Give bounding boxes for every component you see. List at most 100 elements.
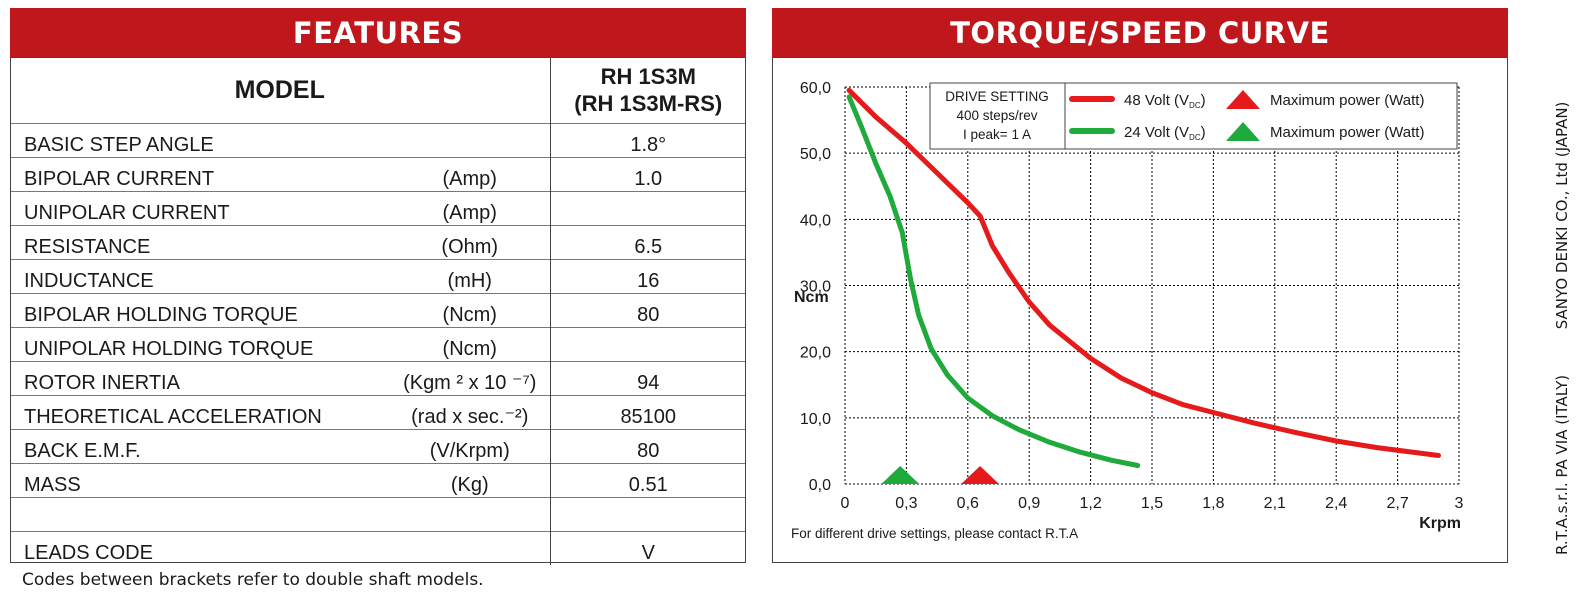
feature-label: BASIC STEP ANGLE — [10, 123, 390, 158]
model-value-1: RH 1S3M — [600, 64, 696, 89]
feature-unit: (rad x sec.⁻²) — [390, 395, 550, 430]
feature-value: 94 — [549, 361, 746, 396]
legend-label-main: 24 Volt (V — [1124, 124, 1189, 141]
feature-row: RESISTANCE (Ohm) 6.5 — [10, 225, 746, 260]
series-line-1 — [846, 94, 1141, 468]
feature-row: BIPOLAR CURRENT (Amp) 1.0 — [10, 157, 746, 192]
feature-unit: (Ohm) — [390, 225, 550, 260]
y-tick-label: 50,0 — [800, 146, 831, 163]
feature-label: LEADS CODE — [10, 531, 390, 565]
features-table: MODEL RH 1S3M (RH 1S3M-RS) BASIC STEP AN… — [10, 57, 746, 565]
y-tick-label: 40,0 — [800, 212, 831, 229]
feature-row: BIPOLAR HOLDING TORQUE (Ncm) 80 — [10, 293, 746, 328]
feature-row: UNIPOLAR HOLDING TORQUE (Ncm) — [10, 327, 746, 362]
x-tick-label: 0,9 — [1018, 495, 1040, 512]
feature-label: BIPOLAR CURRENT — [10, 157, 390, 192]
side-text-rta: R.T.A.s.r.l. PA VIA (ITALY) — [1553, 374, 1571, 555]
feature-label: INDUCTANCE — [10, 259, 390, 294]
x-tick-label: 2,4 — [1325, 495, 1347, 512]
feature-label: MASS — [10, 463, 390, 498]
feature-row: INDUCTANCE (mH) 16 — [10, 259, 746, 294]
side-text-sanyo: SANYO DENKI CO., Ltd (JAPAN) — [1553, 101, 1571, 330]
feature-row: BACK E.M.F. (V/Krpm) 80 — [10, 429, 746, 464]
footnote: Codes between brackets refer to double s… — [22, 570, 484, 590]
feature-value: 6.5 — [549, 225, 746, 260]
legend-label: 24 Volt (VDC) — [1124, 124, 1206, 142]
feature-unit — [390, 497, 550, 532]
feature-unit: (Kgm ² x 10 ⁻⁷) — [390, 361, 550, 396]
feature-label: UNIPOLAR CURRENT — [10, 191, 390, 226]
chart-title: TORQUE/SPEED CURVE — [772, 8, 1508, 58]
feature-value — [549, 327, 746, 362]
chart-frame — [772, 57, 1508, 563]
feature-unit: (Ncm) — [390, 327, 550, 362]
chart-note: For different drive settings, please con… — [791, 526, 1078, 541]
feature-label: THEORETICAL ACCELERATION — [10, 395, 390, 430]
legend-label-end: ) — [1201, 124, 1206, 141]
x-tick-label: 2,1 — [1264, 495, 1286, 512]
feature-value — [549, 191, 746, 226]
feature-value: 1.8° — [549, 123, 746, 158]
y-axis-label: Ncm — [794, 289, 829, 306]
feature-row: BASIC STEP ANGLE 1.8° — [10, 123, 746, 158]
x-axis-label: Krpm — [1419, 515, 1461, 532]
feature-value: 16 — [549, 259, 746, 294]
y-tick-label: 20,0 — [800, 345, 831, 362]
y-tick-label: 0,0 — [809, 477, 831, 494]
feature-row: LEADS CODE V — [10, 531, 746, 565]
feature-unit: (Amp) — [390, 157, 550, 192]
feature-value: 1.0 — [549, 157, 746, 192]
max-power-marker-0 — [961, 466, 1000, 484]
model-value-2: (RH 1S3M-RS) — [574, 91, 723, 116]
drive-setting-line: I peak= 1 A — [963, 127, 1031, 142]
legend-label-main: 48 Volt (V — [1124, 92, 1189, 109]
feature-label: BACK E.M.F. — [10, 429, 390, 464]
model-label: MODEL — [234, 75, 325, 104]
legend-label-end: ) — [1201, 92, 1206, 109]
feature-label: BIPOLAR HOLDING TORQUE — [10, 293, 390, 328]
feature-row: UNIPOLAR CURRENT (Amp) — [10, 191, 746, 226]
model-value: RH 1S3M (RH 1S3M-RS) — [549, 57, 746, 124]
y-tick-label: 30,0 — [800, 279, 831, 296]
legend-max-power-label: Maximum power (Watt) — [1270, 92, 1424, 109]
legend-marker — [1226, 90, 1260, 109]
legend-max-power-label: Maximum power (Watt) — [1270, 124, 1424, 141]
x-tick-label: 3 — [1455, 495, 1464, 512]
model-row: MODEL RH 1S3M (RH 1S3M-RS) — [10, 57, 746, 124]
y-tick-label: 10,0 — [800, 411, 831, 428]
legend-label-sub: DC — [1189, 133, 1201, 142]
feature-row: MASS (Kg) 0.51 — [10, 463, 746, 498]
x-tick-label: 2,7 — [1386, 495, 1408, 512]
drive-setting-line: 400 steps/rev — [956, 108, 1037, 123]
max-power-marker-1 — [881, 466, 920, 484]
x-tick-label: 1,2 — [1079, 495, 1101, 512]
feature-unit: (Kg) — [390, 463, 550, 498]
legend-label-sub: DC — [1189, 101, 1201, 110]
feature-row: THEORETICAL ACCELERATION (rad x sec.⁻²) 85… — [10, 395, 746, 430]
y-tick-label: 60,0 — [800, 80, 831, 97]
feature-label: ROTOR INERTIA — [10, 361, 390, 396]
feature-value: 80 — [549, 293, 746, 328]
feature-row — [10, 497, 746, 532]
drive-setting-box — [929, 82, 1066, 150]
feature-unit: (mH) — [390, 259, 550, 294]
feature-value — [549, 497, 746, 532]
feature-unit: (V/Krpm) — [390, 429, 550, 464]
x-tick-label: 0,3 — [895, 495, 917, 512]
feature-value: 0.51 — [549, 463, 746, 498]
feature-value: 85100 — [549, 395, 746, 430]
feature-value: V — [549, 531, 746, 565]
series-line-0 — [846, 87, 1441, 458]
x-tick-label: 1,8 — [1202, 495, 1224, 512]
side-text: R.T.A.s.r.l. PA VIA (ITALY) SANYO DENKI … — [1553, 102, 1571, 555]
feature-label: RESISTANCE — [10, 225, 390, 260]
feature-value: 80 — [549, 429, 746, 464]
x-tick-label: 0,6 — [957, 495, 979, 512]
feature-row: ROTOR INERTIA (Kgm ² x 10 ⁻⁷) 94 — [10, 361, 746, 396]
legend-box — [1064, 82, 1458, 150]
feature-label: UNIPOLAR HOLDING TORQUE — [10, 327, 390, 362]
x-tick-label: 0 — [841, 495, 850, 512]
feature-label — [10, 497, 390, 532]
legend-label: 48 Volt (VDC) — [1124, 92, 1206, 110]
feature-unit: (Amp) — [390, 191, 550, 226]
